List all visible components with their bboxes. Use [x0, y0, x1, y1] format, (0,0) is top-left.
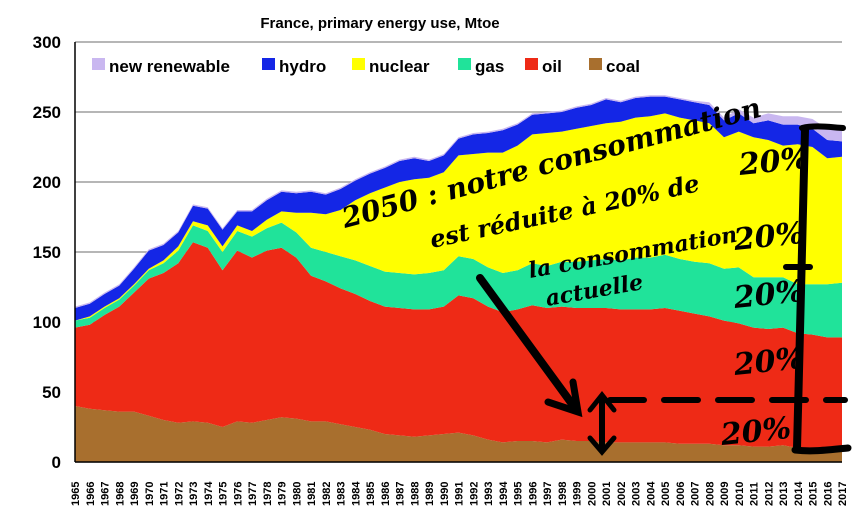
- x-tick-label: 2005: [660, 482, 672, 506]
- x-tick-label: 2002: [616, 482, 628, 506]
- x-tick-label: 2014: [793, 481, 805, 506]
- x-tick-label: 1984: [350, 481, 362, 506]
- x-tick-label: 1974: [203, 481, 215, 506]
- x-tick-label: 1996: [527, 482, 539, 506]
- x-tick-label: 1994: [498, 481, 510, 506]
- legend-label: hydro: [279, 57, 326, 76]
- x-tick-label: 2017: [837, 482, 849, 506]
- x-tick-label: 2012: [763, 482, 775, 506]
- x-tick-label: 2003: [631, 482, 643, 506]
- x-tick-label: 1992: [468, 482, 480, 506]
- x-tick-label: 1979: [277, 482, 289, 506]
- annotation-share-label: 20%: [731, 216, 806, 258]
- x-tick-label: 1995: [513, 482, 525, 506]
- x-tick-label: 1976: [232, 482, 244, 506]
- x-tick-label: 2001: [601, 482, 613, 506]
- x-tick-label: 1972: [173, 482, 185, 506]
- annotation-share-label: 20%: [731, 274, 806, 316]
- x-tick-label: 1965: [70, 482, 82, 506]
- annotation-double-arrow-bottom: [587, 435, 617, 456]
- annotation-share-label: 20%: [718, 411, 793, 453]
- x-tick-label: 1969: [129, 482, 141, 506]
- legend-label: gas: [475, 57, 504, 76]
- x-tick-label: 1978: [262, 482, 274, 506]
- chart-title: France, primary energy use, Mtoe: [260, 15, 499, 32]
- x-tick-label: 1991: [454, 482, 466, 506]
- x-tick-label: 1990: [439, 482, 451, 506]
- x-tick-label: 1981: [306, 482, 318, 506]
- x-tick-label: 2000: [586, 482, 598, 506]
- x-tick-label: 1970: [144, 482, 156, 506]
- annotation-bracket-bottom: [791, 444, 852, 455]
- y-tick-label: 0: [52, 453, 61, 472]
- area-new-renewable: [75, 95, 842, 308]
- y-tick-label: 100: [33, 313, 61, 332]
- annotation-share-label: 20%: [731, 341, 806, 383]
- annotation-double-arrow-top: [587, 390, 617, 413]
- area-hydro: [75, 96, 842, 321]
- area-oil: [75, 242, 842, 450]
- x-tick-label: 1968: [114, 482, 126, 506]
- annotation-bracket-vertical: [793, 126, 809, 452]
- y-tick-label: 300: [33, 33, 61, 52]
- x-tick-label: 1966: [85, 482, 97, 506]
- x-tick-label: 1989: [424, 482, 436, 506]
- x-tick-label: 1973: [188, 482, 200, 506]
- x-tick-labels: 1965 1966 1967 1968 1969 1970 1971 1972 1973 1974…: [70, 481, 849, 506]
- legend-label: coal: [606, 57, 640, 76]
- x-tick-label: 2010: [734, 482, 746, 506]
- x-tick-label: 2008: [704, 482, 716, 506]
- legend-swatch: [262, 58, 275, 70]
- legend-swatch: [352, 58, 365, 70]
- axes: [74, 42, 842, 463]
- x-tick-label: 1987: [395, 482, 407, 506]
- stacked-areas: [75, 95, 842, 462]
- x-tick-label: 1982: [321, 482, 333, 506]
- x-tick-label: 1999: [572, 482, 584, 506]
- x-tick-label: 1993: [483, 482, 495, 506]
- x-tick-label: 1998: [557, 482, 569, 506]
- x-tick-label: 1986: [380, 482, 392, 506]
- x-tick-label: 1977: [247, 482, 259, 506]
- y-tick-label: 150: [33, 243, 61, 262]
- y-tick-label: 50: [42, 383, 61, 402]
- annotation-arrow-head: [544, 378, 583, 418]
- annotation-share-label: 20%: [736, 141, 811, 183]
- x-tick-label: 1997: [542, 482, 554, 506]
- legend-label: oil: [542, 57, 562, 76]
- legend-swatch: [589, 58, 602, 70]
- x-tick-label: 2016: [822, 482, 834, 506]
- legend-swatch: [458, 58, 471, 70]
- y-tick-label: 200: [33, 173, 61, 192]
- area-gas: [75, 222, 842, 338]
- legend: new renewable hydro nuclear gas oil coal: [92, 57, 640, 76]
- x-tick-label: 1988: [409, 482, 421, 506]
- x-tick-label: 2004: [645, 481, 657, 506]
- x-tick-label: 1983: [336, 482, 348, 506]
- x-tick-label: 2011: [749, 482, 761, 506]
- legend-swatch: [92, 58, 105, 70]
- legend-swatch: [525, 58, 538, 70]
- x-tick-label: 1985: [365, 482, 377, 506]
- y-tick-labels: 0 50 100 150 200 250 300: [33, 33, 61, 472]
- x-tick-label: 1967: [100, 482, 112, 506]
- x-tick-label: 1980: [291, 482, 303, 506]
- x-tick-label: 1975: [218, 482, 230, 506]
- y-tick-label: 250: [33, 103, 61, 122]
- legend-label: nuclear: [369, 57, 430, 76]
- x-tick-label: 2007: [690, 482, 702, 506]
- area-nuclear: [75, 113, 842, 321]
- x-tick-label: 2006: [675, 482, 687, 506]
- legend-label: new renewable: [109, 57, 230, 76]
- x-tick-label: 2015: [808, 482, 820, 506]
- x-tick-label: 1971: [159, 482, 171, 506]
- annotation-arrow-line: [476, 274, 579, 412]
- x-tick-label: 2013: [778, 482, 790, 506]
- x-tick-label: 2009: [719, 482, 731, 506]
